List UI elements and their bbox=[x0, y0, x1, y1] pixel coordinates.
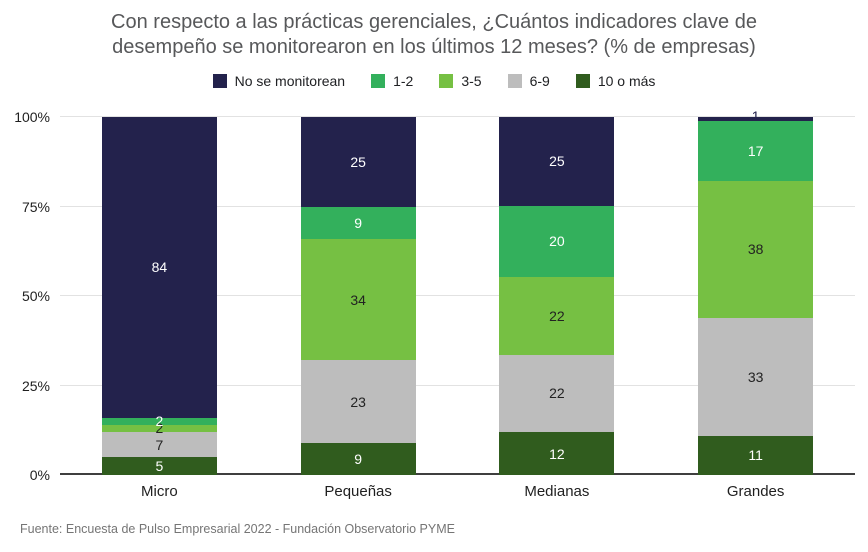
bar-segment-value: 5 bbox=[155, 458, 164, 475]
bar-segment: 7 bbox=[101, 432, 217, 458]
bar-column: 12 22 22 20 25 bbox=[458, 117, 657, 475]
legend-item: 10 o más bbox=[575, 72, 656, 89]
bar-segment: 12 bbox=[499, 432, 615, 475]
bar-segment-value: 9 bbox=[354, 450, 363, 467]
bar-segment-value: 22 bbox=[549, 385, 565, 402]
legend-swatch bbox=[371, 73, 386, 88]
y-axis-tick: 50% bbox=[21, 288, 50, 304]
legend-swatch bbox=[212, 73, 227, 88]
stacked-bar: 9 23 34 9 25 bbox=[300, 117, 416, 475]
bar-segment: 2 bbox=[101, 421, 217, 435]
chart-title: Con respecto a las prácticas gerenciales… bbox=[8, 10, 860, 60]
bar-column: 5 7 2 2 84 bbox=[60, 117, 259, 475]
bar-segment-value: 2 bbox=[155, 413, 164, 430]
bar-segment: 22 bbox=[499, 276, 615, 355]
bar-segment-value: 2 bbox=[155, 420, 164, 437]
chart-title-line2: desempeño se monitorearon en los últimos… bbox=[112, 36, 756, 58]
legend-swatch bbox=[575, 73, 590, 88]
x-axis-label: Medianas bbox=[524, 483, 590, 500]
bar-segment: 5 bbox=[101, 457, 217, 475]
legend-item: 3-5 bbox=[439, 72, 482, 89]
bars-container: 5 7 2 2 84 9 23 34 9 25 12 22 22 20 25 11 33 38 17 1 bbox=[60, 109, 855, 475]
bar-segment: 23 bbox=[300, 360, 416, 443]
bar-segment-value: 33 bbox=[747, 368, 764, 385]
bar-segment: 34 bbox=[300, 238, 416, 361]
legend-label: 1-2 bbox=[393, 72, 414, 89]
bar-segment: 25 bbox=[300, 117, 416, 207]
bar-segment-value: 34 bbox=[350, 291, 366, 308]
bar-segment: 33 bbox=[698, 317, 814, 436]
bar-segment-value: 84 bbox=[151, 259, 168, 276]
bar-column: 11 33 38 17 1 bbox=[656, 109, 855, 475]
x-axis-label: Micro bbox=[141, 483, 178, 500]
legend-label: 3-5 bbox=[461, 72, 482, 89]
bar-segment: 38 bbox=[698, 181, 814, 318]
bar-segment-value: 25 bbox=[350, 153, 366, 170]
y-axis-tick: 75% bbox=[21, 198, 50, 215]
x-axis-label: Pequeñas bbox=[324, 483, 392, 500]
bar-segment-value: 25 bbox=[549, 153, 565, 170]
bar-segment-value: 23 bbox=[350, 393, 366, 410]
bar-segment: 22 bbox=[499, 354, 615, 433]
gridline bbox=[60, 116, 855, 117]
chart-area: 0% 25% 50% 75% 100% 5 7 2 2 84 9 23 34 9 25 12 22 22 20 25… bbox=[0, 109, 868, 483]
bar-segment: 20 bbox=[499, 205, 615, 277]
stacked-bar: 12 22 22 20 25 bbox=[499, 117, 615, 475]
bar-segment-value: 7 bbox=[155, 436, 164, 453]
legend-label: 10 o más bbox=[597, 72, 656, 89]
bar-segment-value: 1 bbox=[751, 107, 760, 124]
plot-area: 5 7 2 2 84 9 23 34 9 25 12 22 22 20 25 11 33 38 17 1 bbox=[60, 109, 855, 475]
gridline bbox=[60, 384, 855, 386]
bar-segment-value: 17 bbox=[747, 143, 764, 160]
stacked-bar: 5 7 2 2 84 bbox=[101, 117, 217, 475]
bar-segment-value: 38 bbox=[747, 241, 764, 258]
y-axis: 0% 25% 50% 75% 100% bbox=[0, 109, 60, 483]
legend-swatch bbox=[439, 73, 454, 88]
bar-segment: 1 bbox=[698, 109, 814, 123]
bar-segment-value: 9 bbox=[354, 214, 363, 231]
legend-item: No se monitorean bbox=[212, 72, 346, 89]
chart-title-line1: Con respecto a las prácticas gerenciales… bbox=[111, 11, 757, 33]
legend-label: No se monitorean bbox=[234, 72, 346, 89]
bar-segment: 11 bbox=[698, 435, 814, 475]
x-axis: Micro Pequeñas Medianas Grandes bbox=[60, 483, 855, 500]
bar-segment: 9 bbox=[300, 442, 416, 475]
bar-segment-value: 22 bbox=[549, 307, 565, 324]
stacked-bar: 11 33 38 17 1 bbox=[698, 109, 814, 475]
bar-segment: 17 bbox=[698, 120, 814, 182]
gridline bbox=[60, 473, 855, 475]
bar-segment: 2 bbox=[101, 414, 217, 428]
y-axis-tick: 25% bbox=[21, 377, 50, 394]
legend-item: 6-9 bbox=[507, 72, 550, 89]
bar-segment-value: 11 bbox=[748, 447, 763, 464]
y-axis-tick: 0% bbox=[29, 467, 50, 483]
gridline bbox=[60, 295, 855, 296]
bar-segment-value: 12 bbox=[549, 445, 565, 462]
legend: No se monitorean 1-2 3-5 6-9 10 o más bbox=[0, 72, 868, 89]
gridline bbox=[60, 205, 855, 207]
legend-swatch bbox=[507, 73, 522, 88]
bar-segment-value: 20 bbox=[549, 233, 565, 250]
x-axis-label: Grandes bbox=[726, 483, 785, 500]
bar-segment: 9 bbox=[300, 206, 416, 239]
legend-label: 6-9 bbox=[529, 72, 550, 89]
source-note: Fuente: Encuesta de Pulso Empresarial 20… bbox=[20, 522, 455, 536]
bar-column: 9 23 34 9 25 bbox=[259, 117, 458, 475]
bar-segment: 84 bbox=[101, 117, 217, 418]
bar-segment: 25 bbox=[499, 117, 615, 206]
y-axis-tick: 100% bbox=[14, 109, 50, 125]
legend-item: 1-2 bbox=[371, 73, 413, 89]
